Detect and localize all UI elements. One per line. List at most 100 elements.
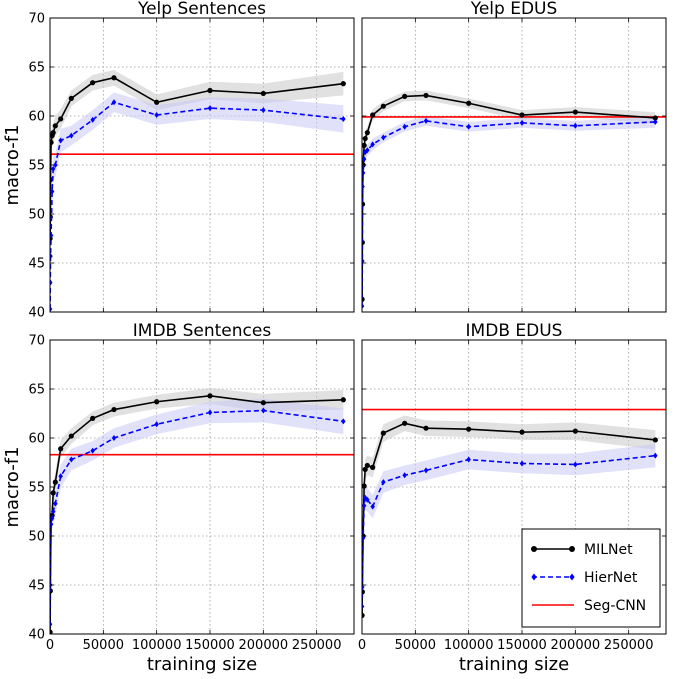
data-point-hiernet: [423, 117, 429, 124]
data-point-milnet: [154, 99, 160, 105]
data-point-hiernet: [370, 141, 375, 148]
data-point-milnet: [423, 92, 429, 99]
data-point-hiernet: [154, 421, 159, 428]
data-point-hiernet: [50, 508, 56, 515]
data-point-hiernet: [362, 502, 367, 509]
data-point-milnet: [50, 130, 56, 136]
series-line-milnet: [362, 422, 656, 616]
data-point-milnet: [58, 446, 64, 452]
y-tick-label: 45: [28, 257, 45, 272]
data-point-hiernet: [466, 456, 471, 463]
data-point-hiernet: [402, 123, 407, 130]
data-point-hiernet: [653, 452, 658, 459]
data-point-milnet: [340, 397, 346, 403]
y-axis-label: macro-f1: [2, 124, 23, 205]
data-point-milnet: [58, 116, 64, 122]
legend-label-segcnn: Seg-CNN: [584, 598, 646, 614]
data-point-milnet: [362, 135, 368, 142]
data-point-milnet: [370, 464, 376, 470]
data-point-hiernet: [58, 473, 63, 480]
x-tick-label: 200000: [551, 638, 601, 653]
data-point-milnet: [652, 115, 658, 121]
data-point-milnet: [207, 393, 213, 399]
panel-title: IMDB EDUS: [466, 321, 563, 341]
y-tick-label: 40: [28, 306, 45, 321]
data-point-hiernet: [207, 105, 213, 112]
data-point-milnet: [362, 612, 365, 618]
band-hiernet: [362, 443, 656, 622]
data-point-milnet: [154, 399, 160, 405]
x-tick-label: 0: [358, 638, 366, 653]
data-point-hiernet: [381, 479, 386, 486]
data-point-milnet: [466, 426, 472, 432]
data-point-hiernet: [341, 115, 346, 122]
data-point-hiernet: [362, 183, 365, 190]
data-point-hiernet: [50, 521, 54, 528]
data-point-hiernet: [53, 500, 58, 507]
y-axis-label: macro-f1: [2, 446, 23, 527]
data-point-hiernet: [370, 503, 375, 510]
data-point-milnet: [364, 462, 370, 469]
y-tick-label: 50: [28, 530, 45, 545]
y-tick-label: 60: [28, 110, 45, 125]
data-point-milnet: [111, 75, 117, 81]
panel-data: [50, 69, 354, 312]
data-point-hiernet: [423, 467, 429, 474]
x-axis-label: training size: [147, 654, 257, 675]
data-point-hiernet: [341, 418, 346, 425]
data-point-hiernet: [362, 603, 365, 610]
y-tick-label: 45: [28, 579, 45, 594]
data-point-hiernet: [50, 279, 53, 286]
data-point-hiernet: [573, 461, 578, 468]
legend: MILNet HierNet Seg-CNN: [521, 528, 661, 628]
band-hiernet: [50, 92, 344, 312]
y-tick-label: 70: [28, 334, 45, 349]
data-point-milnet: [50, 490, 56, 496]
data-point-hiernet: [365, 496, 370, 503]
x-tick-label: 100000: [444, 638, 494, 653]
data-point-hiernet: [519, 119, 525, 126]
legend-marker-milnet: [569, 546, 575, 552]
data-point-milnet: [111, 406, 117, 413]
x-tick-label: 150000: [497, 638, 547, 653]
data-point-hiernet: [50, 188, 55, 195]
panel-1: Yelp Sentences 40 45 50 55 60 65 70 macro-f1: [2, 0, 355, 321]
data-point-hiernet: [111, 435, 117, 441]
x-tick-label: 250000: [292, 638, 342, 653]
data-point-milnet: [362, 466, 368, 472]
data-point-hiernet: [50, 515, 55, 522]
data-point-milnet: [362, 142, 367, 148]
data-point-milnet: [90, 415, 96, 421]
data-point-hiernet: [90, 116, 95, 123]
panel-data: [362, 408, 666, 628]
y-tick-label: 65: [28, 61, 45, 76]
data-point-milnet: [207, 87, 213, 94]
x-tick-label: 0: [46, 638, 54, 653]
data-point-hiernet: [362, 303, 365, 310]
data-point-hiernet: [261, 107, 266, 114]
data-point-hiernet: [90, 447, 95, 454]
data-point-hiernet: [402, 472, 407, 479]
legend-label-hiernet: HierNet: [584, 570, 638, 586]
y-tick-label: 60: [28, 432, 45, 447]
y-tick-label: 55: [28, 159, 45, 174]
data-point-hiernet: [50, 232, 54, 239]
data-point-hiernet: [362, 156, 367, 163]
panel-title: IMDB Sentences: [133, 321, 272, 341]
y-tick-label: 65: [28, 383, 45, 398]
legend-label-milnet: MILNet: [584, 542, 633, 558]
x-tick-label: 50000: [395, 638, 436, 653]
data-point-milnet: [572, 428, 578, 434]
panel-data: [362, 90, 666, 312]
data-point-milnet: [90, 80, 96, 86]
panel-2: Yelp EDUS: [361, 0, 667, 313]
data-point-hiernet: [519, 460, 525, 467]
data-point-milnet: [68, 433, 74, 439]
series-line-hiernet: [362, 454, 656, 607]
legend-marker-hiernet: [531, 573, 537, 581]
data-point-hiernet: [50, 165, 56, 172]
data-point-hiernet: [362, 169, 366, 176]
data-point-hiernet: [381, 134, 386, 141]
panel-data: [50, 388, 354, 634]
